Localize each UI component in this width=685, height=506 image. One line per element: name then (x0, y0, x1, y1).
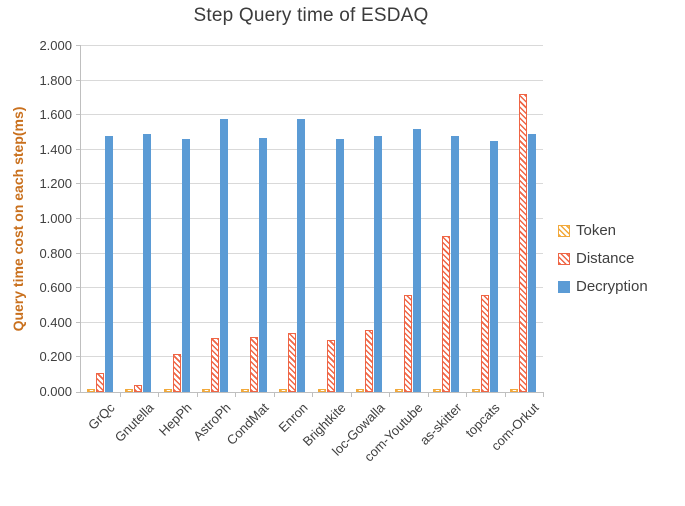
legend-swatch-decryption (558, 280, 570, 293)
x-tick-mark (504, 392, 506, 397)
bar-token-as-skitter (433, 389, 442, 392)
gridline (81, 114, 543, 116)
bar-token-HepPh (163, 389, 172, 392)
bar-token-Gnutella (125, 389, 134, 392)
legend-swatch-distance (558, 252, 570, 265)
gridline (81, 45, 543, 46)
legend-item-distance: Distance (558, 250, 648, 267)
y-tick-mark (76, 79, 81, 81)
bar-decryption-com-Orkut (528, 134, 537, 392)
gridline (81, 148, 543, 150)
gridline (81, 79, 543, 81)
bar-decryption-Brightkite (335, 139, 344, 392)
bar-token-loc-Gowalla (356, 389, 365, 392)
y-tick-mark (76, 148, 81, 150)
gridline (81, 218, 543, 219)
bar-token-Brightkite (317, 389, 326, 392)
bar-token-topcats (471, 389, 480, 392)
x-tick-mark (196, 392, 198, 397)
y-tick-mark (76, 356, 81, 358)
gridline (81, 183, 543, 185)
plot-area (76, 45, 544, 397)
x-tick-mark (350, 392, 352, 397)
legend-label: Decryption (576, 278, 648, 295)
bar-decryption-HepPh (181, 139, 190, 392)
bar-distance-CondMat (249, 337, 258, 392)
y-tick-mark (76, 252, 81, 254)
legend-item-token: Token (558, 222, 648, 239)
bar-decryption-CondMat (258, 138, 267, 392)
bar-decryption-topcats (489, 141, 498, 392)
gridline (81, 252, 543, 254)
bar-token-Enron (279, 389, 288, 392)
bar-distance-topcats (480, 295, 489, 392)
y-tick-mark (76, 392, 81, 393)
bar-decryption-com-Youtube (412, 129, 421, 392)
x-tick-mark (273, 392, 275, 397)
bar-decryption-Gnutella (143, 134, 152, 392)
chart-title: Step Query time of ESDAQ (193, 5, 429, 26)
y-tick-label: 0.400 (39, 314, 72, 330)
y-tick-mark (76, 183, 81, 185)
y-tick-mark (76, 321, 81, 323)
bar-decryption-loc-Gowalla (374, 136, 383, 392)
legend-item-decryption: Decryption (558, 278, 648, 295)
bar-distance-AstroPh (211, 338, 220, 392)
y-tick-label: 0.200 (39, 349, 72, 365)
y-tick-label: 1.800 (39, 72, 72, 88)
y-tick-mark (76, 45, 81, 46)
x-tick-mark (235, 392, 236, 397)
bar-distance-HepPh (172, 354, 181, 392)
y-tick-label: 2.000 (39, 38, 72, 53)
bar-distance-com-Youtube (403, 295, 412, 392)
bar-token-CondMat (240, 389, 249, 392)
bar-distance-Brightkite (326, 340, 335, 392)
y-tick-mark (76, 114, 81, 116)
x-tick-mark (543, 392, 544, 397)
bar-decryption-Enron (297, 119, 306, 392)
gridline (81, 321, 543, 323)
bar-token-AstroPh (202, 389, 211, 392)
gridline (81, 356, 543, 358)
bar-distance-loc-Gowalla (365, 330, 374, 392)
x-tick-mark (389, 392, 390, 397)
bar-distance-com-Orkut (519, 94, 528, 392)
bar-decryption-as-skitter (451, 136, 460, 392)
y-tick-label: 1.000 (39, 211, 72, 226)
bar-token-GrQc (86, 389, 95, 392)
y-tick-label: 0.800 (39, 245, 72, 261)
legend-label: Token (576, 222, 617, 239)
bar-distance-Enron (288, 333, 297, 392)
x-tick-mark (119, 392, 121, 397)
y-tick-mark (76, 287, 81, 289)
x-tick-mark (466, 392, 467, 397)
bar-token-com-Youtube (394, 389, 403, 392)
legend-label: Distance (576, 250, 635, 267)
bar-distance-GrQc (95, 373, 104, 392)
y-tick-label: 0.600 (39, 280, 72, 296)
bar-decryption-GrQc (104, 136, 113, 392)
gridline (81, 287, 543, 289)
bar-token-com-Orkut (510, 389, 519, 392)
bar-distance-Gnutella (134, 385, 143, 392)
legend-swatch-token (558, 224, 570, 237)
bar-decryption-AstroPh (220, 119, 229, 392)
x-tick-mark (312, 392, 313, 397)
y-tick-label: 1.400 (39, 141, 72, 157)
y-tick-label: 1.200 (39, 176, 72, 192)
x-tick-mark (158, 392, 159, 397)
legend: Token Distance Decryption (558, 222, 648, 295)
y-tick-mark (76, 218, 81, 219)
x-tick-mark (427, 392, 429, 397)
y-tick-label: 1.600 (39, 107, 72, 123)
bar-distance-as-skitter (442, 236, 451, 392)
y-tick-label: 0.000 (39, 384, 72, 399)
